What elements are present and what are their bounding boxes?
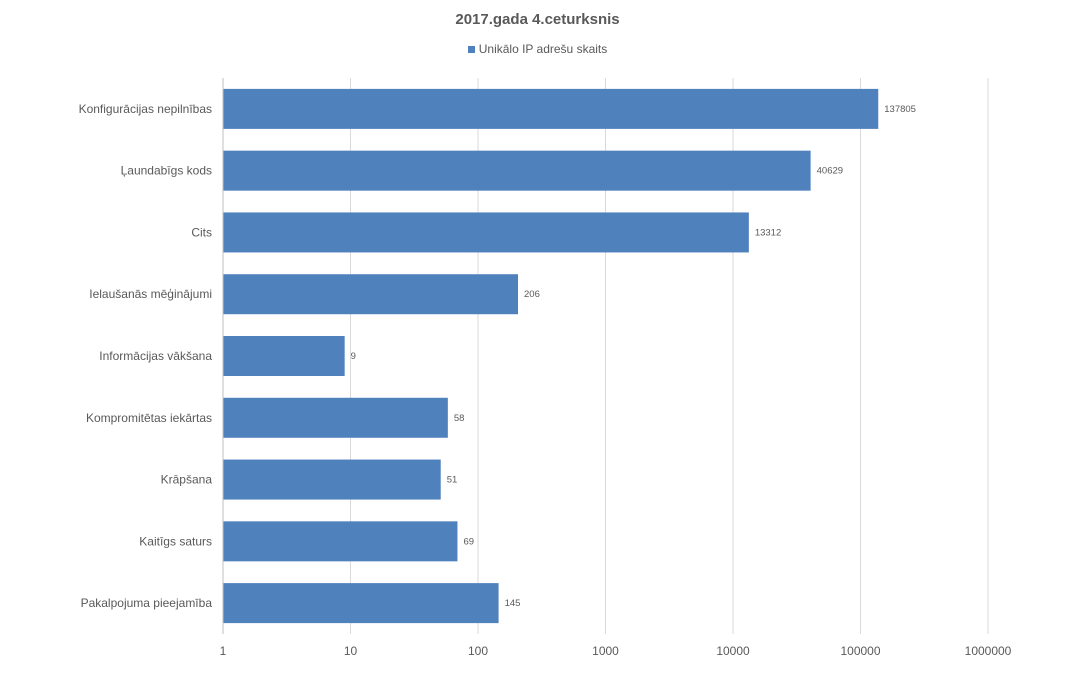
category-label: Pakalpojuma pieejamība: [81, 596, 213, 610]
data-label: 137805: [884, 104, 916, 115]
category-label: Ļaundabīgs kods: [121, 164, 212, 178]
data-label: 206: [524, 289, 540, 300]
x-tick-label: 1000: [592, 644, 619, 658]
category-label: Konfigurācijas nepilnības: [79, 102, 212, 116]
x-tick-label: 1: [220, 644, 227, 658]
data-label: 40629: [817, 166, 843, 177]
x-tick-label: 100: [468, 644, 488, 658]
data-label: 58: [454, 413, 465, 424]
bar: [223, 397, 448, 438]
x-tick-label: 10: [344, 644, 358, 658]
x-tick-label: 1000000: [965, 644, 1012, 658]
bar: [223, 521, 458, 562]
chart-legend: Unikālo IP adrešu skaits: [0, 42, 1075, 56]
bar: [223, 274, 519, 315]
data-label: 51: [447, 475, 458, 486]
data-label: 9: [351, 351, 356, 362]
category-label: Ielaušanās mēģinājumi: [89, 287, 212, 301]
chart-title: 2017.gada 4.ceturksnis: [455, 11, 620, 28]
bar: [223, 336, 345, 376]
data-label: 69: [463, 536, 474, 547]
legend-swatch: [467, 45, 475, 53]
x-tick-label: 10000: [716, 644, 750, 658]
x-tick-label: 100000: [840, 644, 880, 658]
category-label: Kompromitētas iekārtas: [86, 411, 212, 425]
category-label: Krāpšana: [161, 473, 213, 487]
category-label: Cits: [191, 225, 212, 239]
category-label: Informācijas vākšana: [99, 349, 212, 363]
bar: [223, 212, 749, 253]
bar: [223, 88, 879, 129]
category-label: Kaitīgs saturs: [139, 534, 212, 548]
data-label: 13312: [755, 227, 781, 238]
bar: [223, 150, 811, 191]
bar: [223, 583, 499, 624]
legend-label: Unikālo IP adrešu skaits: [478, 42, 608, 56]
data-label: 145: [505, 598, 521, 609]
bar: [223, 459, 441, 500]
